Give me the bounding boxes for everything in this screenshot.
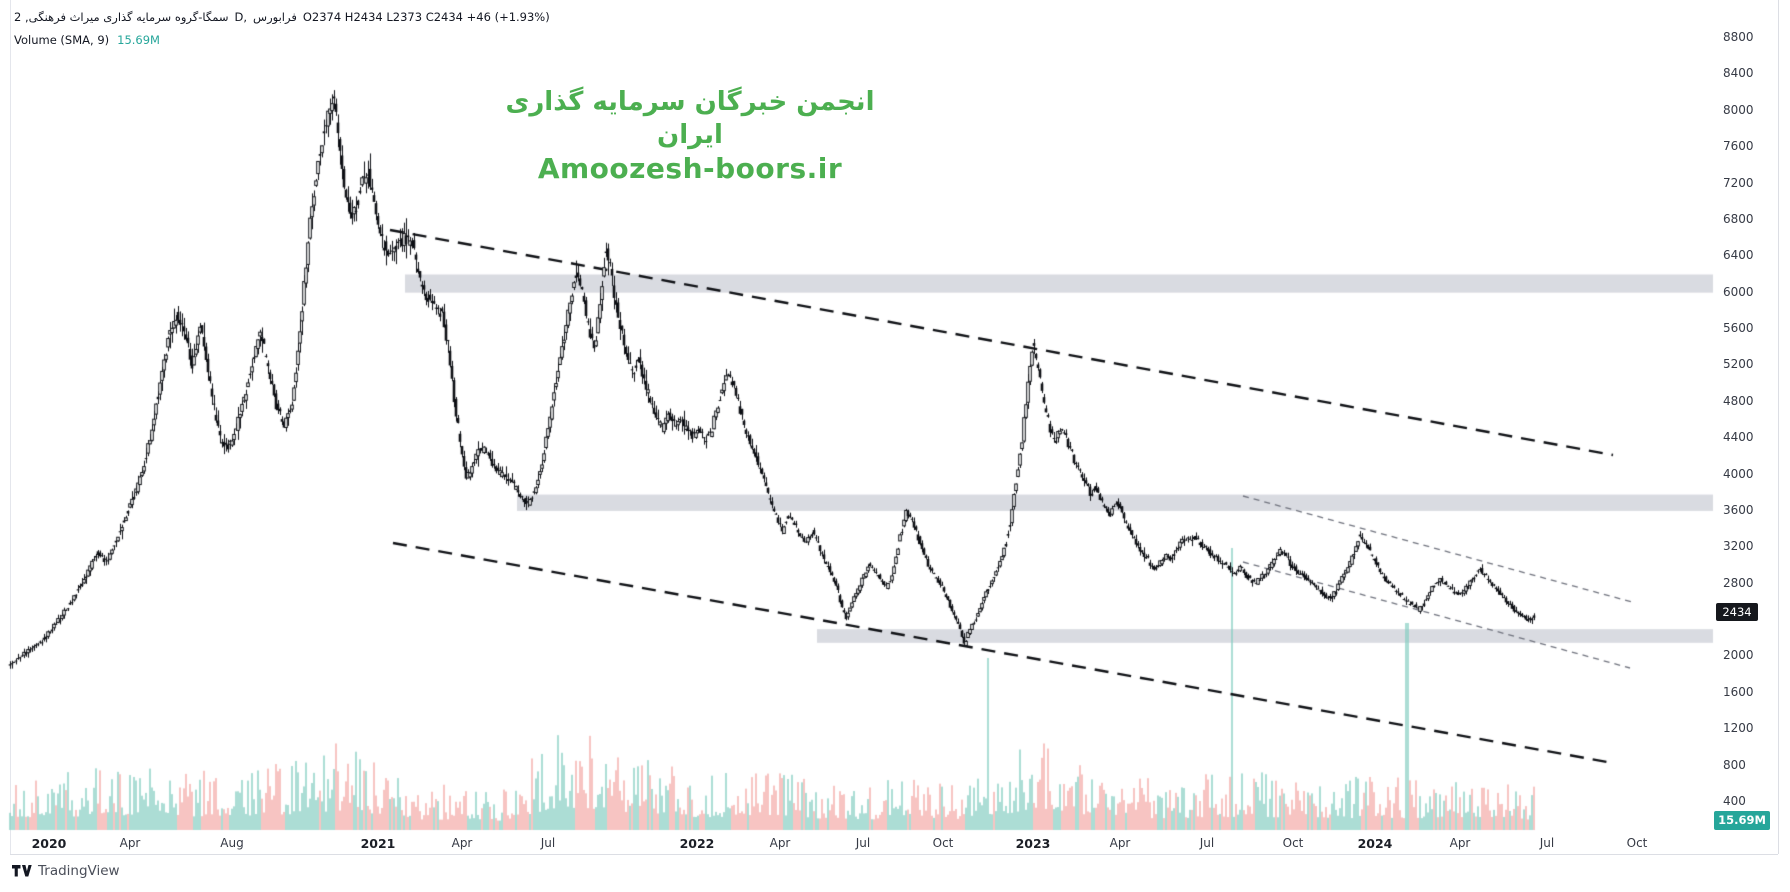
time-tick-label: 2022 xyxy=(679,836,715,851)
ohlc-values: O2374 H2434 L2373 C2434 +46 (+1.93%) xyxy=(302,10,550,24)
time-tick-label: Oct xyxy=(932,836,954,850)
interval-label[interactable]: D, xyxy=(234,10,248,24)
symbol-name[interactable]: سمگا-گروه سرمایه گذاری میراث فرهنگی, 2 xyxy=(14,10,229,24)
price-tick-label: 3200 xyxy=(1723,539,1754,554)
tradingview-mark-icon xyxy=(12,865,32,877)
price-tick-label: 6800 xyxy=(1723,211,1754,226)
time-tick-label: Jul xyxy=(540,836,556,850)
symbol-legend[interactable]: سمگا-گروه سرمایه گذاری میراث فرهنگی, 2 D… xyxy=(14,10,550,24)
price-tick-label: 8400 xyxy=(1723,66,1754,81)
exchange-label: فرابورس xyxy=(253,10,297,24)
price-tick-label: 7200 xyxy=(1723,175,1754,190)
time-tick-label: Apr xyxy=(769,836,791,850)
time-axis-separator xyxy=(10,854,1778,855)
price-tick-label: 4400 xyxy=(1723,430,1754,445)
price-tick-label: 8800 xyxy=(1723,30,1754,44)
time-tick-label: Apr xyxy=(451,836,473,850)
time-tick-label: Apr xyxy=(119,836,141,850)
time-tick-label: Jul xyxy=(1539,836,1555,850)
time-axis[interactable]: 2020 Apr Aug 2021 Apr Jul 2022 Apr Jul Oct 2023 Apr… xyxy=(0,832,1779,854)
price-tick-label: 1600 xyxy=(1723,684,1754,699)
price-tick-label: 1200 xyxy=(1723,721,1754,736)
time-tick-label: Apr xyxy=(1449,836,1471,850)
price-tick-label: 8000 xyxy=(1723,102,1754,117)
price-tick-label: 5600 xyxy=(1723,321,1754,336)
volume-value-badge: 15.69M xyxy=(1714,811,1770,830)
time-tick-label: 2020 xyxy=(31,836,67,851)
time-tick-label: Jul xyxy=(1199,836,1215,850)
time-tick-label: 2024 xyxy=(1357,836,1393,851)
chart-right-border xyxy=(1778,0,1779,854)
price-tick-label: 6400 xyxy=(1723,248,1754,263)
price-tick-label: 5200 xyxy=(1723,357,1754,372)
price-tick-label: 400 xyxy=(1723,793,1746,808)
time-tick-label: 2021 xyxy=(360,836,396,851)
last-price-label: 2434 xyxy=(1716,603,1758,621)
time-tick-label: Jul xyxy=(855,836,871,850)
tradingview-logo[interactable]: TradingView xyxy=(12,862,120,880)
price-tick-label: 3600 xyxy=(1723,502,1754,517)
price-tick-label: 800 xyxy=(1723,757,1746,772)
time-tick-label: Apr xyxy=(1109,836,1131,850)
tradingview-brand-text: TradingView xyxy=(38,863,120,879)
price-tick-label: 4000 xyxy=(1723,466,1754,481)
time-tick-label: Aug xyxy=(220,836,244,850)
price-tick-label: 6000 xyxy=(1723,284,1754,299)
price-tick-label: 2800 xyxy=(1723,575,1754,590)
indicator-value: 15.69M xyxy=(117,33,160,47)
price-tick-label: 4800 xyxy=(1723,393,1754,408)
price-tick-label: 2000 xyxy=(1723,648,1754,663)
volume-indicator-legend[interactable]: Volume (SMA, 9) 15.69M xyxy=(14,33,160,47)
time-tick-label: Oct xyxy=(1282,836,1304,850)
time-tick-label: Oct xyxy=(1626,836,1648,850)
indicator-name[interactable]: Volume (SMA, 9) xyxy=(14,33,110,47)
price-axis[interactable]: 8800 8400 8000 7600 7200 6800 6400 6000 5600 5200… xyxy=(1713,0,1790,854)
time-tick-label: 2023 xyxy=(1015,836,1051,851)
price-tick-label: 7600 xyxy=(1723,139,1754,154)
